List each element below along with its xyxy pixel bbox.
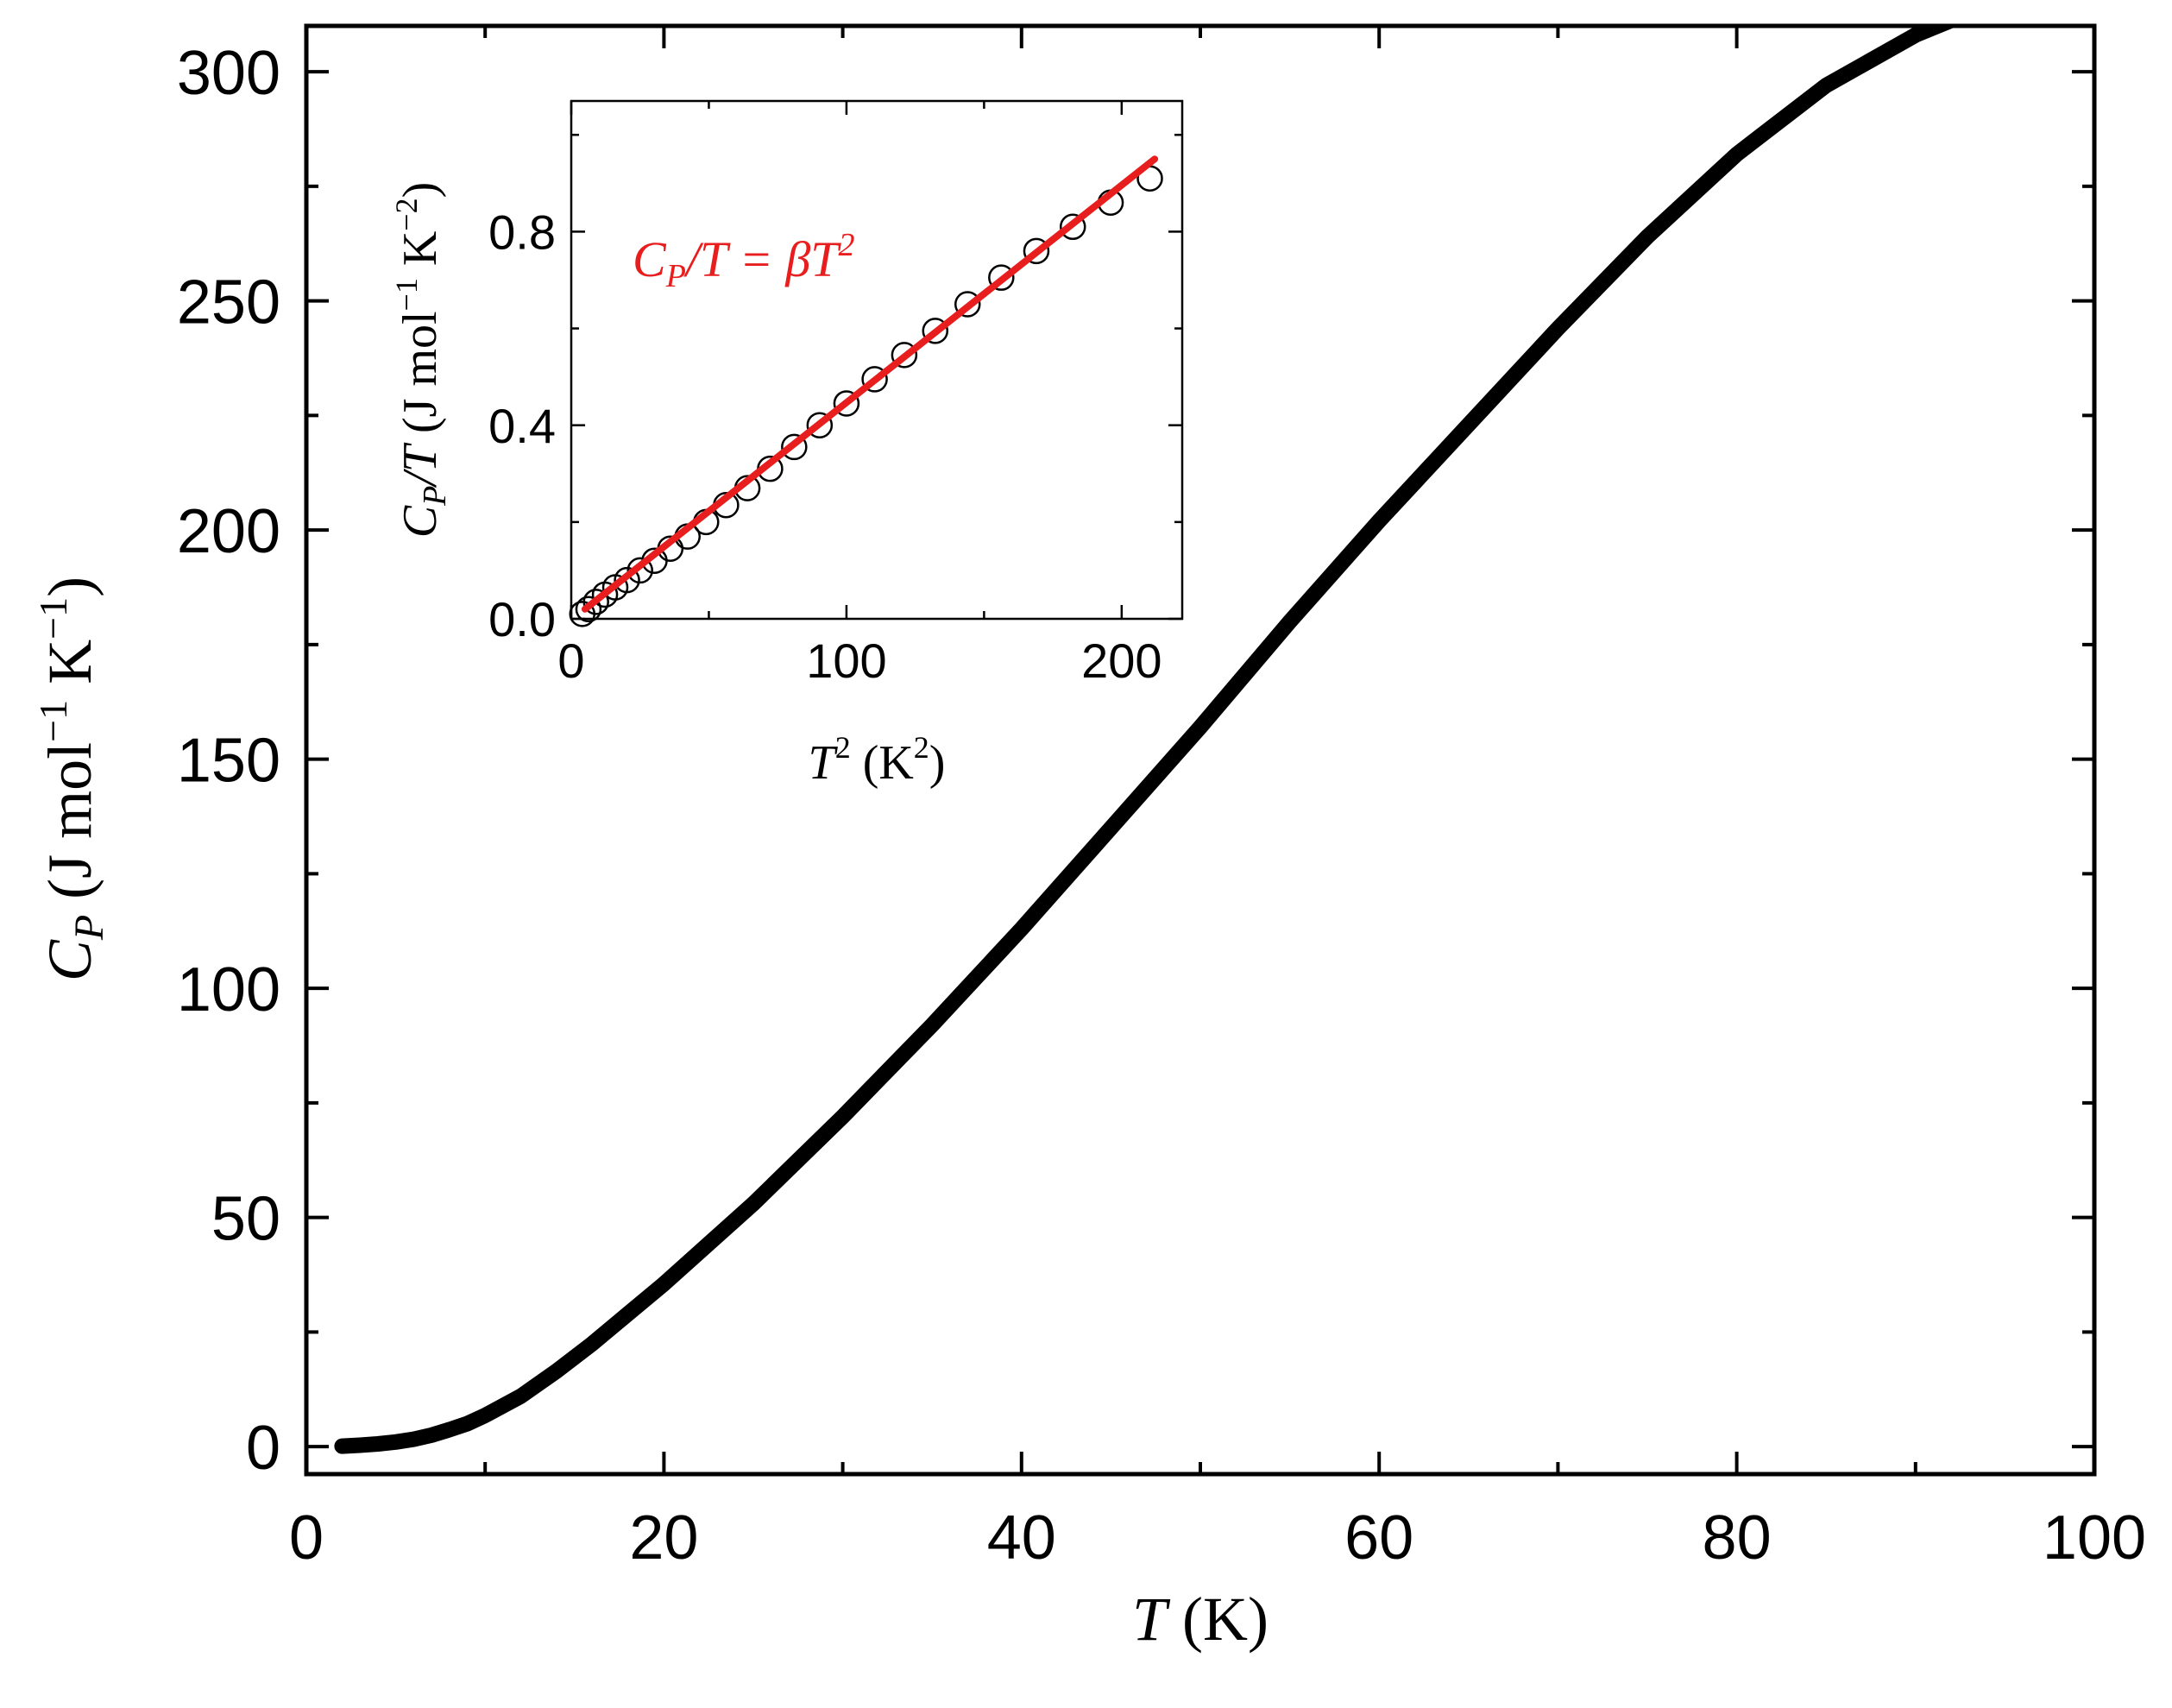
y-tick-label: 200 bbox=[177, 497, 280, 566]
x-tick-label: 0 bbox=[557, 633, 584, 688]
inset-series bbox=[569, 155, 1163, 627]
y-tick-label: 0.4 bbox=[488, 399, 556, 453]
main-y-axis-label: CP (J mol−1 K−1) bbox=[31, 577, 112, 981]
inset-data-point bbox=[575, 596, 602, 623]
inset-data-point bbox=[988, 264, 1015, 291]
x-tick-label: 0 bbox=[289, 1503, 324, 1572]
y-tick-label: 100 bbox=[177, 955, 280, 1024]
x-tick-label: 60 bbox=[1344, 1503, 1413, 1572]
inset-fit-annotation: CP/T = βT2 bbox=[633, 227, 855, 294]
inset-data-point bbox=[1023, 237, 1050, 265]
y-tick-label: 250 bbox=[177, 268, 280, 337]
y-tick-label: 0 bbox=[246, 1414, 280, 1483]
y-tick-label: 0.0 bbox=[488, 592, 556, 646]
inset-background bbox=[571, 101, 1182, 619]
y-tick-label: 300 bbox=[177, 39, 280, 108]
inset-data-point bbox=[954, 291, 981, 318]
inset-data-point bbox=[1059, 213, 1086, 241]
x-tick-label: 100 bbox=[806, 633, 886, 688]
inset-fit-line bbox=[581, 155, 1159, 613]
inset-ticks: 0 100 200 0.0 0.4 0.8 bbox=[488, 101, 1182, 688]
inset-data-point bbox=[626, 557, 653, 584]
main-x-axis-label: T (K) bbox=[1132, 1585, 1269, 1654]
x-tick-label: 200 bbox=[1081, 633, 1162, 688]
main-ticks: 0 20 40 60 80 100 0 50 100 150 200 250 300 bbox=[177, 26, 2146, 1572]
x-tick-label: 80 bbox=[1703, 1503, 1772, 1572]
x-tick-label: 20 bbox=[629, 1503, 698, 1572]
x-tick-label: 100 bbox=[2043, 1503, 2146, 1572]
y-tick-label: 50 bbox=[211, 1185, 280, 1254]
inset-data-point bbox=[833, 390, 860, 417]
inset-y-axis-label: CP/T (J mol−1 K−2) bbox=[389, 182, 453, 539]
main-plot: 0 20 40 60 80 100 0 50 100 150 200 250 300 T (K) CP … bbox=[31, 23, 2146, 1654]
x-tick-label: 40 bbox=[987, 1503, 1056, 1572]
inset-data-point bbox=[922, 318, 949, 344]
main-series bbox=[334, 26, 1959, 1454]
inset-x-axis-label: T2 (K2) bbox=[809, 730, 946, 790]
inset-data-point bbox=[614, 566, 640, 594]
inset-data-point bbox=[582, 589, 609, 615]
inset-data-point bbox=[891, 342, 918, 369]
inset-data-point bbox=[861, 366, 888, 393]
y-tick-label: 150 bbox=[177, 727, 280, 796]
inset-data-point bbox=[781, 433, 808, 461]
inset-plot-frame bbox=[570, 99, 1184, 621]
inset-plot: 0 100 200 0.0 0.4 0.8 T2 (K2) CP/T (J mol−1 K… bbox=[389, 99, 1184, 790]
main-series-line bbox=[334, 26, 1959, 1454]
inset-data-point bbox=[806, 412, 834, 438]
y-tick-label: 0.8 bbox=[488, 205, 556, 260]
